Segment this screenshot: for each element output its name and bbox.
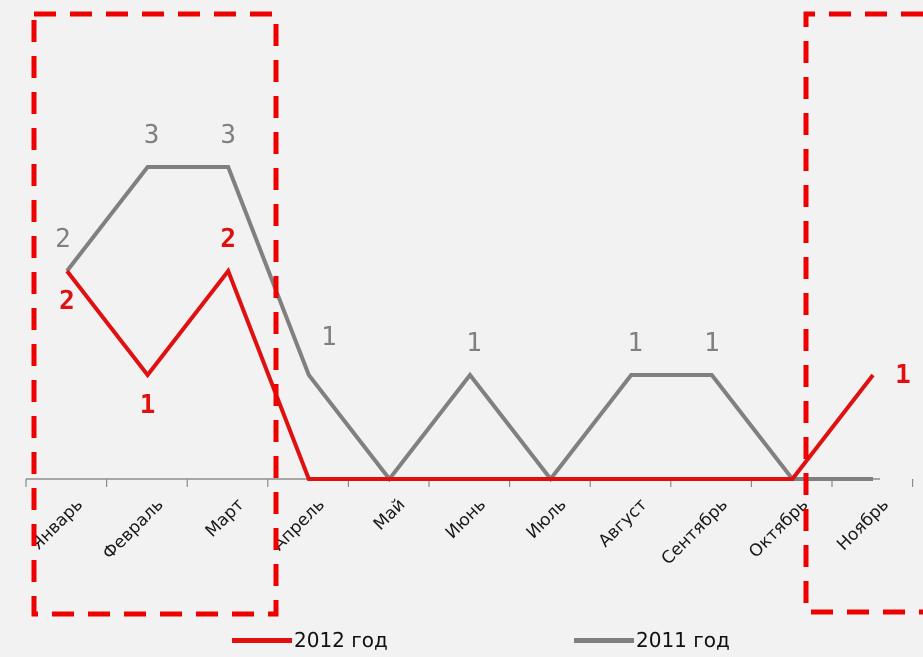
data-label: 1: [466, 328, 482, 358]
data-label: 2: [220, 224, 236, 254]
highlight-box-left: [31, 11, 279, 617]
highlight-box-right: [803, 11, 923, 615]
x-tick-label: Март: [202, 495, 249, 542]
data-label: 3: [220, 120, 236, 150]
legend-item-2012: 2012 год: [232, 626, 388, 654]
data-label: 1: [704, 328, 720, 358]
x-tick-label: Июль: [523, 495, 571, 543]
data-label: 1: [895, 360, 911, 390]
data-label: 3: [144, 120, 160, 150]
data-label: 1: [321, 322, 337, 352]
x-tick-label: Сентябрь: [658, 495, 732, 569]
data-label: 2: [59, 286, 75, 316]
x-tick-label: Май: [370, 495, 410, 535]
x-tick-label: Июнь: [442, 495, 490, 543]
data-label: 2: [55, 224, 71, 254]
x-tick-label: Ноябрь: [833, 495, 893, 555]
series-line-2011-год: [65, 165, 873, 483]
legend-swatch-2012: [232, 637, 292, 643]
x-tick-label: Август: [595, 495, 652, 552]
legend-item-2011: 2011 год: [574, 626, 730, 654]
x-tick-label: Февраль: [99, 495, 168, 564]
x-tick-label: Октябрь: [745, 495, 812, 562]
data-label: 1: [140, 390, 156, 420]
series-line-2012-год: [65, 266, 875, 481]
data-label: 1: [627, 328, 643, 358]
legend-label-2012: 2012 год: [294, 628, 388, 652]
legend-label-2011: 2011 год: [636, 628, 730, 652]
legend-swatch-2011: [574, 637, 634, 643]
